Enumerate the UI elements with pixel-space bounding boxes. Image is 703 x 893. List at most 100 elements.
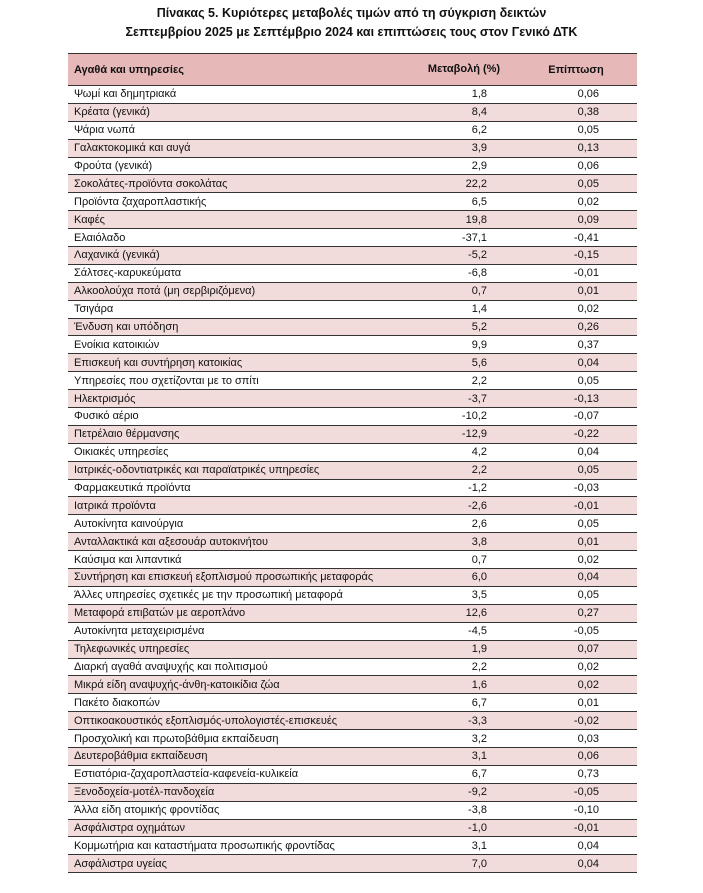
cell-impact: 0,02 (515, 300, 637, 319)
table-row: Εστιατόρια-ζαχαροπλαστεία-καφενεία-κυλικ… (68, 765, 637, 784)
cell-impact: -0,10 (515, 801, 637, 820)
cell-item-name: Κρέατα (γενικά) (68, 103, 413, 122)
cell-item-name: Σοκολάτες-προϊόντα σοκολάτας (68, 174, 413, 194)
cell-item-name: Ασφάλιστρα υγείας (68, 854, 413, 874)
cell-change: -12,9 (413, 425, 515, 444)
cell-item-name: Ξενοδοχεία-μοτέλ-πανδοχεία (68, 783, 413, 802)
cell-impact: 0,73 (515, 765, 637, 784)
cell-change: -3,3 (413, 711, 515, 731)
cell-impact: 0,04 (515, 568, 637, 587)
cell-impact: 0,04 (515, 443, 637, 462)
cell-impact: 0,05 (515, 514, 637, 534)
cell-impact: -0,03 (515, 479, 637, 498)
table-row: Κομμωτήρια και καταστήματα προσωπικής φρ… (68, 836, 637, 856)
cell-impact: 0,02 (515, 192, 637, 212)
cell-change: -4,5 (413, 622, 515, 641)
table-row: Ιατρικά προϊόντα -2,6 -0,01 (68, 496, 637, 516)
cell-impact: 0,09 (515, 210, 637, 230)
cell-item-name: Γαλακτοκομικά και αυγά (68, 139, 413, 158)
cell-impact: 0,02 (515, 675, 637, 695)
cell-change: -1,2 (413, 479, 515, 498)
cell-item-name: Καύσιμα και λιπαντικά (68, 550, 413, 570)
cell-change: 5,2 (413, 318, 515, 337)
table-row: Άλλες υπηρεσίες σχετικές με την προσωπικ… (68, 586, 637, 605)
table-row: Προϊόντα ζαχαροπλαστικής 6,5 0,02 (68, 192, 637, 212)
cell-change: 1,9 (413, 640, 515, 659)
table-row: Τηλεφωνικές υπηρεσίες 1,9 0,07 (68, 640, 637, 659)
cell-item-name: Οπτικοακουστικός εξοπλισμός-υπολογιστές-… (68, 711, 413, 731)
cell-item-name: Εστιατόρια-ζαχαροπλαστεία-καφενεία-κυλικ… (68, 765, 413, 784)
cell-impact: 0,06 (515, 85, 637, 104)
table-row: Μικρά είδη αναψυχής-άνθη-κατοικίδια ζώα 1… (68, 675, 637, 695)
cell-impact: -0,01 (515, 496, 637, 516)
table-row: Αλκοολούχα ποτά (μη σερβιριζόμενα) 0,7 0,0… (68, 282, 637, 301)
cell-change: 0,7 (413, 550, 515, 570)
cell-change: -10,2 (413, 407, 515, 426)
cell-impact: -0,41 (515, 228, 637, 248)
cell-impact: 0,04 (515, 836, 637, 856)
cell-item-name: Ιατρικές-οδοντιατρικές και παραϊατρικές … (68, 461, 413, 480)
cell-impact: 0,01 (515, 532, 637, 552)
cell-item-name: Φρούτα (γενικά) (68, 157, 413, 176)
cell-item-name: Προσχολική και πρωτοβάθμια εκπαίδευση (68, 729, 413, 748)
cell-change: 4,2 (413, 443, 515, 462)
cell-item-name: Συντήρηση και επισκευή εξοπλισμού προσωπ… (68, 568, 413, 587)
table-row: Μεταφορά επιβατών με αεροπλάνο 12,6 0,27 (68, 604, 637, 623)
cell-item-name: Φυσικό αέριο (68, 407, 413, 426)
table-row: Ηλεκτρισμός -3,7 -0,13 (68, 389, 637, 409)
table-row: Προσχολική και πρωτοβάθμια εκπαίδευση 3,2… (68, 729, 637, 748)
table-row: Ενοίκια κατοικιών 9,9 0,37 (68, 335, 637, 355)
cell-item-name: Άλλες υπηρεσίες σχετικές με την προσωπικ… (68, 586, 413, 605)
cell-change: 0,7 (413, 282, 515, 301)
cell-item-name: Διαρκή αγαθά αναψυχής και πολιτισμού (68, 658, 413, 677)
table-row: Ψωμί και δημητριακά 1,8 0,06 (68, 85, 637, 104)
cell-change: 3,5 (413, 586, 515, 605)
cell-item-name: Καφές (68, 210, 413, 230)
table-row: Συντήρηση και επισκευή εξοπλισμού προσωπ… (68, 568, 637, 587)
cell-item-name: Ψάρια νωπά (68, 121, 413, 140)
cell-change: 2,9 (413, 157, 515, 176)
cell-impact: 0,02 (515, 550, 637, 570)
table-header-row: Αγαθά και υπηρεσίες Μεταβολή (%) Επίπτωσ… (68, 53, 637, 86)
cell-change: -3,8 (413, 801, 515, 820)
cell-change: -1,0 (413, 819, 515, 838)
cell-change: 2,2 (413, 371, 515, 391)
cell-impact: -0,15 (515, 246, 637, 265)
header-change: Μεταβολή (%) (413, 53, 515, 86)
cell-change: 3,9 (413, 139, 515, 158)
cell-item-name: Λαχανικά (γενικά) (68, 246, 413, 265)
cell-change: 12,6 (413, 604, 515, 623)
cell-impact: 0,04 (515, 353, 637, 373)
price-changes-table: Αγαθά και υπηρεσίες Μεταβολή (%) Επίπτωσ… (68, 53, 637, 874)
table-row: Σάλτσες-καρυκεύματα -6,8 -0,01 (68, 264, 637, 283)
table-row: Επισκευή και συντήρηση κατοικίας 5,6 0,04 (68, 353, 637, 373)
cell-item-name: Πακέτο διακοπών (68, 693, 413, 713)
cell-change: 19,8 (413, 210, 515, 230)
cell-impact: 0,06 (515, 157, 637, 176)
table-row: Ξενοδοχεία-μοτέλ-πανδοχεία -9,2 -0,05 (68, 783, 637, 802)
table-row: Κρέατα (γενικά) 8,4 0,38 (68, 103, 637, 122)
cell-item-name: Αυτοκίνητα καινούργια (68, 514, 413, 534)
cell-impact: 0,05 (515, 121, 637, 140)
cell-change: 2,2 (413, 461, 515, 480)
cell-change: 6,7 (413, 765, 515, 784)
cell-impact: 0,38 (515, 103, 637, 122)
cell-change: 6,5 (413, 192, 515, 212)
cell-impact: 0,13 (515, 139, 637, 158)
cell-impact: 0,01 (515, 282, 637, 301)
table-row: Γαλακτοκομικά και αυγά 3,9 0,13 (68, 139, 637, 158)
cell-item-name: Τσιγάρα (68, 300, 413, 319)
cell-impact: 0,26 (515, 318, 637, 337)
cell-item-name: Προϊόντα ζαχαροπλαστικής (68, 192, 413, 212)
table-row: Τσιγάρα 1,4 0,02 (68, 300, 637, 319)
table-body: Ψωμί και δημητριακά 1,8 0,06 Κρέατα (γενικά… (68, 85, 637, 874)
table-row: Δευτεροβάθμια εκπαίδευση 3,1 0,06 (68, 747, 637, 766)
cell-impact: 0,03 (515, 729, 637, 748)
table-row: Καφές 19,8 0,09 (68, 210, 637, 230)
cell-change: 3,8 (413, 532, 515, 552)
cell-impact: 0,27 (515, 604, 637, 623)
table-row: Οικιακές υπηρεσίες 4,2 0,04 (68, 443, 637, 462)
cell-item-name: Υπηρεσίες που σχετίζονται με το σπίτι (68, 371, 413, 391)
cell-item-name: Οικιακές υπηρεσίες (68, 443, 413, 462)
table-row: Πετρέλαιο θέρμανσης -12,9 -0,22 (68, 425, 637, 444)
